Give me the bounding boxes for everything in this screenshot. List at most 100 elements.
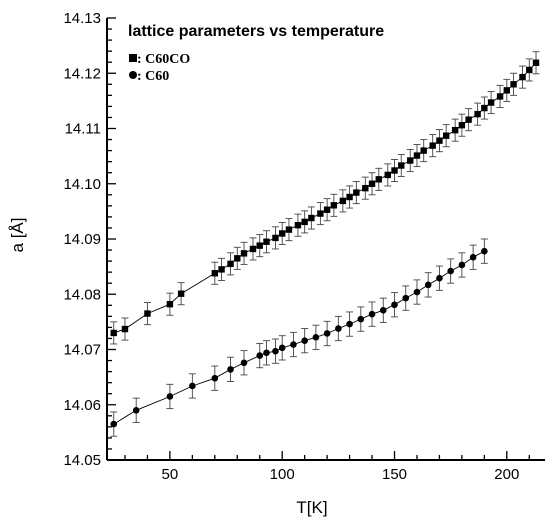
data-point-c60co bbox=[166, 300, 174, 308]
data-point-c60co bbox=[240, 250, 248, 257]
data-point-c60co bbox=[451, 126, 459, 134]
data-point-c60co bbox=[234, 255, 241, 262]
data-point-c60 bbox=[263, 349, 270, 357]
data-point-c60co bbox=[420, 147, 427, 154]
data-point-c60co bbox=[317, 210, 324, 217]
data-point-c60co bbox=[218, 266, 225, 273]
data-point-c60co bbox=[368, 180, 376, 187]
y-axis-label: a [Å] bbox=[8, 218, 27, 253]
data-point-c60co bbox=[110, 329, 117, 337]
x-tick-label: 50 bbox=[162, 466, 179, 483]
data-point-c60co bbox=[121, 325, 129, 333]
data-point-c60 bbox=[379, 306, 387, 314]
data-point-c60co bbox=[429, 142, 436, 149]
legend: : C60CO : C60 bbox=[129, 52, 190, 84]
data-point-c60 bbox=[211, 374, 219, 382]
y-tick-label: 14.11 bbox=[65, 121, 101, 138]
data-point-c60 bbox=[458, 261, 466, 269]
y-tick-label: 14.12 bbox=[63, 65, 101, 82]
y-tick-label: 14.13 bbox=[63, 10, 101, 27]
data-point-c60 bbox=[391, 301, 398, 309]
data-point-c60co bbox=[375, 176, 382, 183]
data-point-c60co bbox=[144, 310, 151, 317]
data-point-c60co bbox=[519, 73, 526, 81]
data-point-c60co bbox=[330, 202, 338, 209]
data-point-c60 bbox=[481, 247, 488, 255]
data-point-c60co bbox=[503, 87, 511, 94]
y-tick-label: 14.09 bbox=[63, 231, 101, 248]
data-point-c60co bbox=[301, 218, 308, 226]
data-point-c60co bbox=[436, 137, 443, 144]
data-point-c60 bbox=[312, 334, 320, 341]
data-point-c60co bbox=[487, 99, 495, 106]
data-point-c60co bbox=[285, 226, 293, 233]
data-point-c60co bbox=[362, 184, 369, 192]
data-point-c60 bbox=[346, 320, 353, 328]
data-point-c60co bbox=[353, 189, 360, 196]
data-point-c60 bbox=[413, 288, 421, 296]
data-point-c60 bbox=[272, 347, 279, 355]
data-point-c60co bbox=[407, 157, 414, 164]
y-tick-label: 14.07 bbox=[63, 342, 101, 359]
legend-marker-c60co bbox=[129, 54, 137, 62]
data-point-c60co bbox=[272, 234, 279, 242]
data-point-c60co bbox=[279, 230, 286, 237]
data-point-c60co bbox=[323, 206, 331, 213]
data-point-c60 bbox=[278, 344, 286, 352]
x-tick-label: 100 bbox=[270, 466, 295, 483]
data-point-c60 bbox=[301, 337, 308, 344]
data-point-c60 bbox=[447, 267, 454, 275]
data-point-c60co bbox=[526, 66, 533, 74]
data-point-c60 bbox=[240, 359, 248, 367]
legend-label-c60co: : C60CO bbox=[137, 52, 190, 67]
data-point-c60co bbox=[474, 110, 481, 118]
y-tick-label: 14.08 bbox=[63, 286, 101, 303]
data-point-c60co bbox=[308, 214, 315, 222]
data-point-c60co bbox=[227, 260, 234, 268]
data-point-c60 bbox=[368, 310, 376, 318]
data-point-c60co bbox=[177, 290, 185, 297]
y-tick-label: 14.10 bbox=[63, 176, 101, 193]
data-point-c60co bbox=[256, 242, 263, 249]
data-point-c60 bbox=[357, 315, 365, 323]
data-point-c60co bbox=[346, 193, 353, 201]
data-point-c60co bbox=[481, 104, 488, 112]
data-point-c60co bbox=[391, 167, 398, 174]
data-point-c60co bbox=[398, 162, 405, 169]
data-point-c60 bbox=[227, 366, 234, 373]
legend-label-c60: : C60 bbox=[137, 69, 169, 84]
data-point-c60 bbox=[402, 294, 410, 302]
data-point-c60 bbox=[132, 406, 140, 414]
x-tick-label: 150 bbox=[382, 466, 407, 483]
data-point-c60 bbox=[256, 352, 264, 359]
data-point-c60co bbox=[294, 221, 302, 229]
data-point-c60 bbox=[110, 420, 118, 428]
data-point-c60co bbox=[249, 245, 257, 253]
series-line-c60co bbox=[113, 62, 537, 334]
data-point-c60co bbox=[496, 93, 504, 100]
y-tick-label: 14.06 bbox=[63, 397, 101, 414]
data-point-c60 bbox=[323, 330, 331, 337]
data-point-c60co bbox=[339, 197, 347, 205]
data-point-c60 bbox=[189, 382, 196, 390]
x-axis-label: T[K] bbox=[296, 498, 327, 517]
data-point-c60 bbox=[335, 325, 342, 332]
data-point-c60co bbox=[458, 121, 466, 129]
data-point-c60co bbox=[465, 116, 472, 123]
y-tick-label: 14.05 bbox=[63, 452, 101, 469]
data-point-c60co bbox=[211, 270, 219, 277]
data-point-c60co bbox=[263, 238, 270, 245]
data-point-c60co bbox=[384, 171, 391, 179]
legend-marker-c60 bbox=[129, 71, 137, 79]
x-tick-label: 200 bbox=[494, 466, 519, 483]
data-point-c60 bbox=[166, 393, 174, 400]
data-point-c60 bbox=[469, 253, 477, 261]
data-point-c60co bbox=[510, 81, 517, 88]
data-point-c60co bbox=[413, 152, 421, 159]
data-point-c60 bbox=[424, 281, 432, 289]
chart-title: lattice parameters vs temperature bbox=[128, 23, 384, 40]
data-point-c60co bbox=[532, 59, 540, 66]
data-point-c60 bbox=[436, 274, 443, 282]
data-point-c60 bbox=[290, 341, 297, 348]
